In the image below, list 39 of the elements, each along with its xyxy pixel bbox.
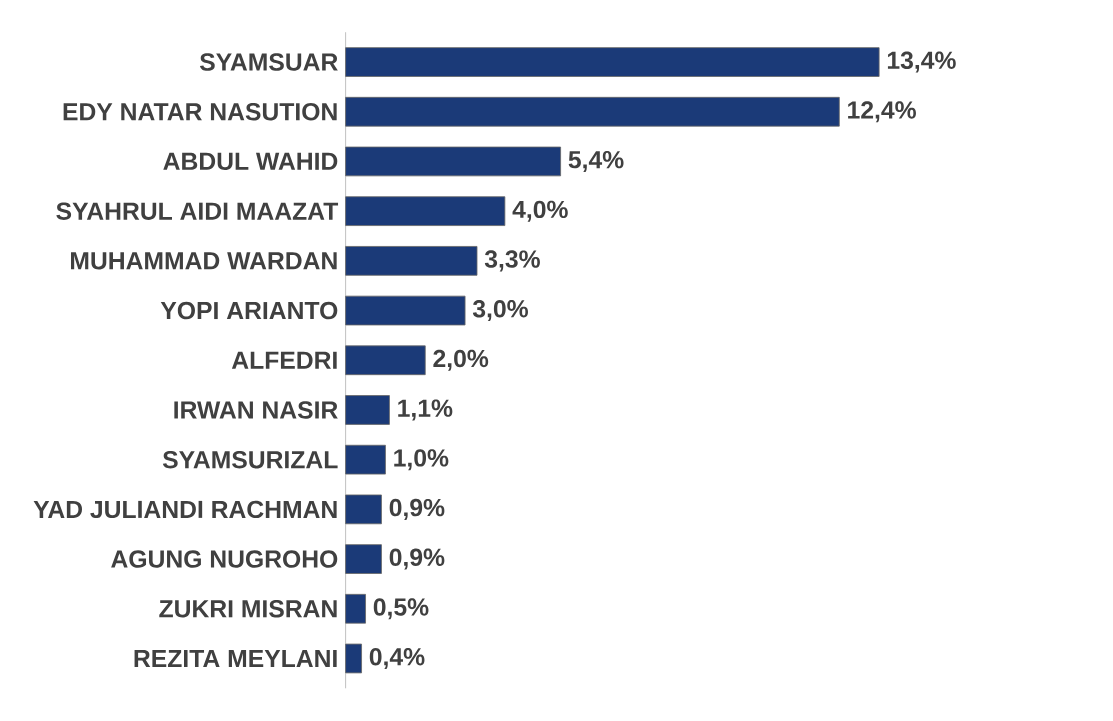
data-label: 13,4% — [887, 51, 956, 73]
bar — [345, 47, 880, 78]
bar — [345, 494, 382, 525]
y-tick-label: AGUNG NUGROHO — [111, 550, 338, 569]
y-tick-label: REZITA MEYLANI — [134, 650, 337, 668]
bar — [345, 97, 840, 127]
bar — [345, 295, 466, 326]
data-label: 2,0% — [433, 349, 489, 372]
bar — [345, 544, 382, 575]
data-label: 1,0% — [394, 449, 449, 471]
y-tick-label: SYAHRUL AIDI MAAZAT — [56, 202, 339, 221]
y-tick-label: SYAMSUAR — [199, 53, 338, 72]
y-tick-label: YOPI ARIANTO — [160, 302, 338, 320]
data-label: 3,0% — [472, 300, 528, 322]
data-label: 5,4% — [568, 151, 624, 173]
y-tick-label: IRWAN NASIR — [174, 401, 338, 419]
data-label: 4,0% — [512, 200, 568, 222]
y-tick-label: ZUKRI MISRAN — [159, 600, 337, 618]
bar — [345, 196, 506, 227]
bar — [345, 146, 562, 177]
data-label: 0,9% — [389, 499, 445, 521]
bar — [345, 395, 390, 426]
bar — [345, 246, 478, 276]
data-label: 12,4% — [848, 101, 916, 123]
bar — [345, 445, 386, 475]
y-tick-label: EDY NATAR NASUTION — [63, 103, 337, 121]
y-tick-label: MUHAMMAD WARDAN — [71, 252, 337, 270]
y-tick-label: ABDUL WAHID — [163, 153, 338, 171]
data-label: 0,4% — [369, 648, 425, 670]
bar — [345, 345, 426, 376]
data-label: 0,5% — [373, 598, 429, 620]
y-tick-label: SYAMSURIZAL — [162, 451, 338, 469]
bar — [345, 643, 362, 674]
y-tick-label: YAD JULIANDI RACHMAN — [33, 500, 337, 519]
bar — [345, 594, 366, 624]
data-label: 3,3% — [484, 250, 540, 272]
y-tick-label: ALFEDRI — [231, 352, 337, 369]
data-label: 1,1% — [398, 399, 453, 421]
data-label: 0,9% — [389, 548, 445, 570]
